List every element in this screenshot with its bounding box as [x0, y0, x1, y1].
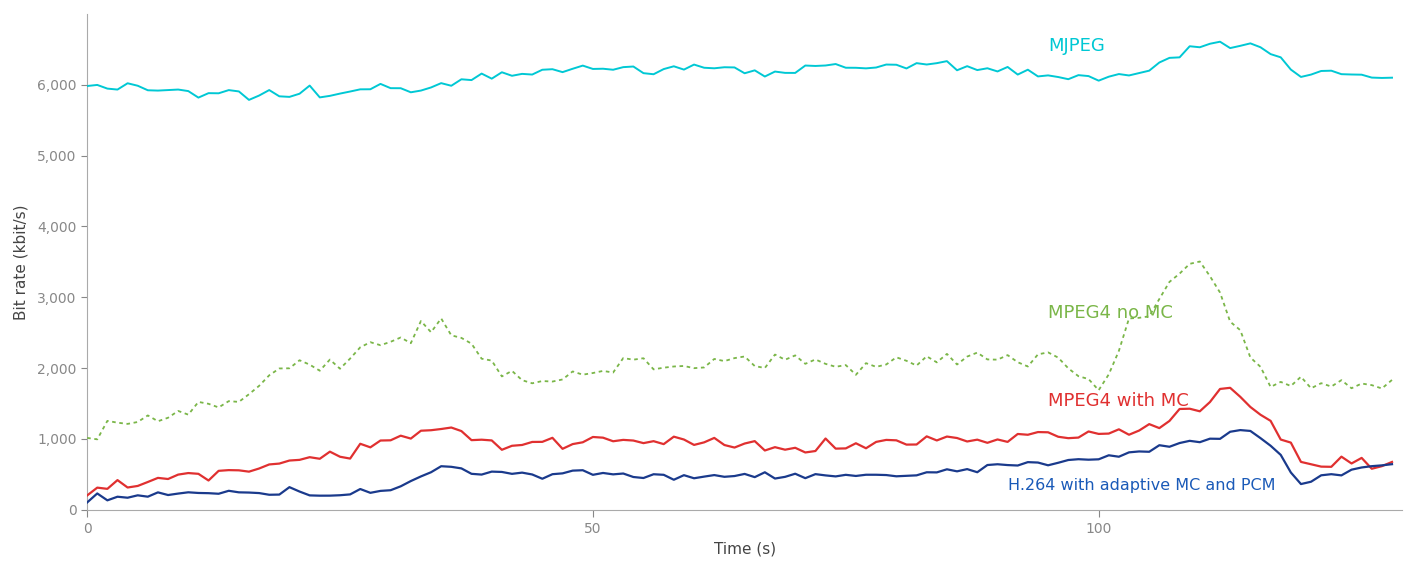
Text: MPEG4 with MC: MPEG4 with MC [1048, 392, 1189, 410]
Y-axis label: Bit rate (kbit/s): Bit rate (kbit/s) [14, 204, 28, 320]
X-axis label: Time (s): Time (s) [714, 541, 776, 556]
Text: H.264 with adaptive MC and PCM: H.264 with adaptive MC and PCM [1008, 478, 1276, 493]
Text: MJPEG: MJPEG [1048, 37, 1104, 55]
Text: MPEG4 no MC: MPEG4 no MC [1048, 304, 1172, 322]
